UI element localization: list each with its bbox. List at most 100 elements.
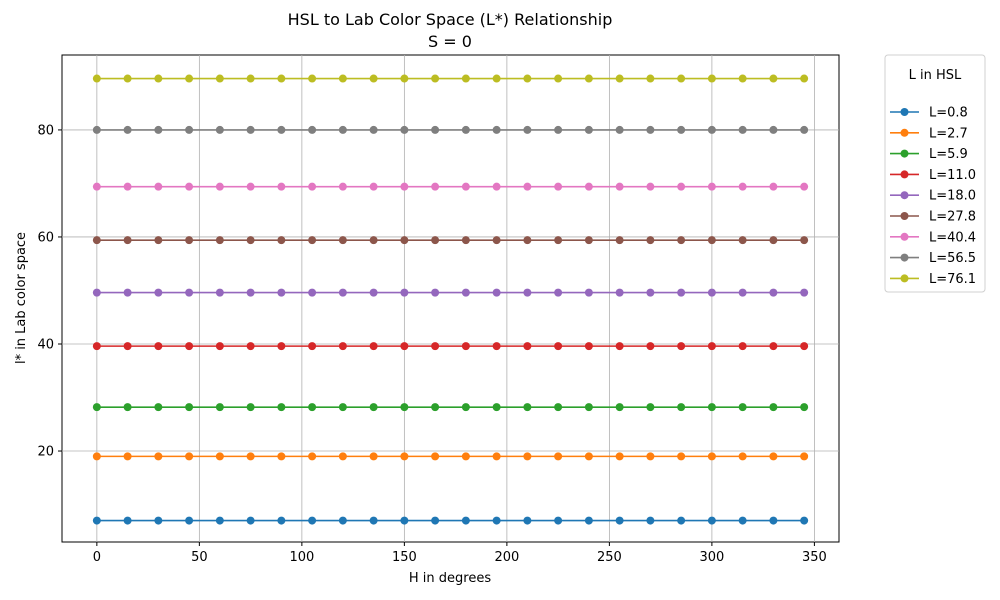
data-point [154, 342, 163, 351]
legend-items: L=0.8 L=2.7 L=5.9 L=11.0 L=18.0 L=27.8 L=40.4 L… [890, 106, 976, 287]
legend-frame [884, 54, 986, 293]
data-point [769, 342, 778, 351]
data-point [123, 182, 132, 191]
data-point [277, 342, 286, 351]
data-point [308, 342, 317, 351]
data-point [492, 288, 501, 297]
data-point [646, 182, 655, 191]
data-point [584, 516, 593, 525]
data-point [215, 403, 224, 412]
data-point [369, 342, 378, 351]
data-point [154, 403, 163, 412]
data-point [584, 125, 593, 134]
legend-label: L=2.7 [929, 126, 968, 141]
data-point [677, 452, 686, 461]
data-point [554, 403, 563, 412]
data-point [461, 403, 470, 412]
data-point [431, 342, 440, 351]
x-tick-label: 250 [597, 550, 622, 565]
data-point [523, 342, 532, 351]
legend-item: L=11.0 [890, 168, 976, 183]
data-point [677, 125, 686, 134]
data-point [584, 182, 593, 191]
data-point [246, 74, 255, 83]
data-point [277, 182, 286, 191]
data-point [215, 342, 224, 351]
legend: L in HSL L=0.8 L=2.7 L=5.9 L=11.0 L=18.0 L=27… [884, 54, 986, 293]
data-point [769, 125, 778, 134]
legend-item: L=5.9 [890, 147, 968, 162]
series-6 [92, 182, 809, 191]
data-point [800, 125, 809, 134]
data-point [92, 516, 101, 525]
data-point [431, 182, 440, 191]
data-point [646, 236, 655, 245]
data-point [646, 516, 655, 525]
data-point [677, 288, 686, 297]
data-point [92, 182, 101, 191]
x-tick-label: 200 [494, 550, 519, 565]
legend-label: L=0.8 [929, 106, 968, 121]
data-point [92, 452, 101, 461]
y-axis-label: l* in Lab color space [14, 232, 29, 364]
data-point [185, 516, 194, 525]
data-point [92, 342, 101, 351]
data-point [400, 74, 409, 83]
data-point [523, 403, 532, 412]
data-point [246, 125, 255, 134]
data-point [461, 125, 470, 134]
data-point [154, 236, 163, 245]
legend-label: L=56.5 [929, 251, 976, 266]
data-point [246, 516, 255, 525]
data-point [369, 74, 378, 83]
series-8 [92, 74, 809, 83]
data-point [308, 182, 317, 191]
data-point [677, 403, 686, 412]
data-point [707, 516, 716, 525]
data-point [554, 182, 563, 191]
series-0 [92, 516, 809, 525]
data-point [338, 288, 347, 297]
data-point [738, 125, 747, 134]
plot-area [61, 54, 840, 543]
x-axis-label: H in degrees [409, 571, 491, 586]
data-point [123, 403, 132, 412]
legend-label: L=27.8 [929, 210, 976, 225]
data-point [308, 403, 317, 412]
data-point [523, 288, 532, 297]
data-point [646, 125, 655, 134]
data-point [123, 288, 132, 297]
data-point [277, 516, 286, 525]
data-point [246, 403, 255, 412]
data-point [154, 182, 163, 191]
data-point [707, 342, 716, 351]
data-point [277, 236, 286, 245]
chart-subtitle: S = 0 [428, 32, 472, 51]
data-point [800, 74, 809, 83]
data-point [769, 182, 778, 191]
data-point [584, 236, 593, 245]
data-point [492, 403, 501, 412]
series-7 [92, 125, 809, 134]
data-point [492, 452, 501, 461]
data-point [92, 236, 101, 245]
data-point [554, 288, 563, 297]
data-point [246, 182, 255, 191]
data-point [707, 182, 716, 191]
data-point [523, 516, 532, 525]
data-point [215, 516, 224, 525]
x-tick-label: 300 [699, 550, 724, 565]
data-point [523, 452, 532, 461]
data-point [431, 74, 440, 83]
legend-marker [900, 212, 909, 220]
data-point [769, 288, 778, 297]
legend-marker [900, 232, 909, 241]
series-1 [92, 452, 809, 461]
data-point [400, 236, 409, 245]
data-point [154, 125, 163, 134]
data-point [738, 288, 747, 297]
data-point [769, 236, 778, 245]
data-point [369, 125, 378, 134]
data-point [338, 403, 347, 412]
data-point [431, 516, 440, 525]
